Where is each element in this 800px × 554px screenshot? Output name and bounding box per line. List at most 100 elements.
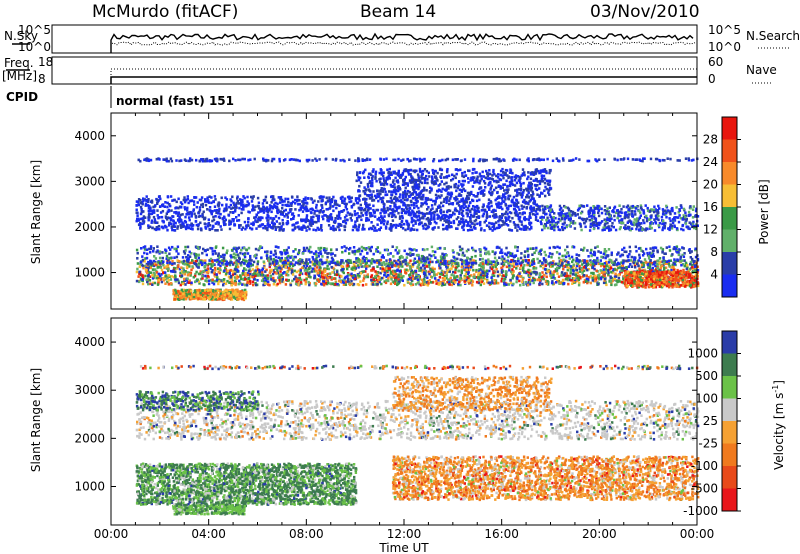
data-cell <box>490 210 493 213</box>
data-cell <box>138 273 141 277</box>
data-cell <box>443 182 446 186</box>
data-cell <box>490 201 493 204</box>
data-cell <box>439 196 442 199</box>
data-cell <box>435 221 438 225</box>
data-cell <box>303 201 306 205</box>
data-cell <box>427 225 430 229</box>
data-cell <box>479 179 482 183</box>
data-cell <box>464 174 468 177</box>
data-cell <box>423 278 426 281</box>
data-cell <box>406 184 409 187</box>
data-cell <box>136 217 139 221</box>
data-cell <box>514 209 517 212</box>
data-cell <box>228 205 231 209</box>
data-cell <box>582 274 586 277</box>
data-cell <box>186 271 189 274</box>
data-cell <box>376 218 379 221</box>
data-cell <box>279 198 282 201</box>
data-cell <box>549 169 552 173</box>
data-cell <box>188 261 191 265</box>
data-cell <box>466 224 469 227</box>
data-cell <box>446 227 449 231</box>
data-cell <box>477 206 480 210</box>
data-cell <box>194 196 198 199</box>
data-cell <box>403 168 406 171</box>
data-cell <box>522 225 525 228</box>
data-cell <box>446 215 449 218</box>
data-cell <box>371 227 374 231</box>
data-cell <box>356 212 359 215</box>
data-cell <box>287 204 291 208</box>
data-cell <box>439 216 442 220</box>
data-cell <box>236 200 239 203</box>
data-cell <box>420 269 423 272</box>
data-cell <box>488 169 491 172</box>
data-cell <box>141 222 144 226</box>
data-cell <box>240 208 244 211</box>
data-cell <box>597 214 601 218</box>
data-cell <box>662 219 665 223</box>
data-cell <box>557 220 560 224</box>
data-cell <box>505 210 508 214</box>
data-cell <box>281 228 284 232</box>
data-cell <box>538 282 541 286</box>
data-cell <box>504 197 507 201</box>
data-cell <box>148 225 152 229</box>
data-cell <box>378 216 381 220</box>
data-cell <box>167 208 170 212</box>
data-cell <box>415 198 418 202</box>
data-cell <box>350 279 353 283</box>
data-cell <box>548 171 551 175</box>
data-cell <box>173 262 176 265</box>
data-cell <box>563 218 566 221</box>
data-cell <box>548 213 552 216</box>
data-cell <box>502 176 505 180</box>
data-cell <box>519 193 522 197</box>
data-cell <box>448 213 452 217</box>
nave-tick-top: 60 <box>708 55 723 69</box>
data-cell <box>322 195 325 199</box>
data-cell <box>676 228 679 232</box>
data-cell <box>146 204 150 207</box>
data-cell <box>539 220 542 224</box>
data-cell <box>147 218 150 222</box>
data-cell <box>548 221 552 224</box>
data-cell <box>499 185 502 189</box>
data-cell <box>594 207 598 210</box>
data-cell <box>382 196 385 200</box>
data-cell <box>587 210 590 213</box>
data-cell <box>452 221 456 225</box>
data-cell <box>491 210 495 214</box>
data-cell <box>331 282 334 285</box>
data-cell <box>473 212 476 215</box>
data-cell <box>154 204 157 207</box>
data-cell <box>594 217 598 221</box>
data-cell <box>453 174 456 178</box>
data-cell <box>522 188 526 192</box>
data-cell <box>359 181 363 184</box>
data-cell <box>262 211 266 214</box>
data-cell <box>582 280 585 284</box>
data-cell <box>306 271 309 274</box>
data-cell <box>458 212 461 215</box>
data-cell <box>449 197 452 200</box>
data-cell <box>423 186 426 190</box>
data-cell <box>374 172 377 176</box>
data-cell <box>566 212 569 215</box>
data-cell <box>682 214 685 217</box>
data-cell <box>619 226 622 229</box>
data-cell <box>534 213 537 216</box>
data-cell <box>305 209 308 213</box>
data-cell <box>509 184 512 187</box>
data-cell <box>455 189 458 193</box>
data-cell <box>202 210 205 214</box>
data-cell <box>558 204 562 208</box>
data-cell <box>673 212 677 215</box>
data-cell <box>523 228 526 231</box>
data-cell <box>257 201 261 205</box>
data-cell <box>475 179 478 182</box>
data-cell <box>499 187 502 190</box>
data-cell <box>504 219 508 223</box>
data-cell <box>498 177 501 181</box>
data-cell <box>658 221 662 225</box>
